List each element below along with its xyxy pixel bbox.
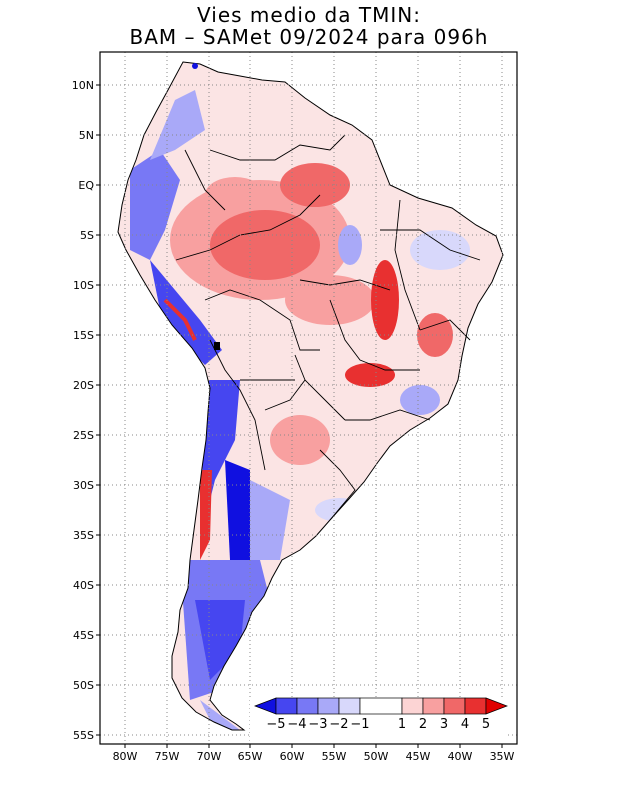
colorbar-cell bbox=[317, 697, 340, 715]
colorbar-label: 5 bbox=[482, 717, 490, 732]
lon-ticks bbox=[124, 744, 503, 748]
colorbar-cell bbox=[401, 697, 424, 715]
colorbar-label: −5 bbox=[266, 717, 285, 732]
lon-label: 50W bbox=[364, 750, 389, 763]
lon-label: 45W bbox=[406, 750, 431, 763]
lat-label: EQ bbox=[78, 179, 94, 192]
colorbar: −5 −4 −3 −2 −1 1 2 3 4 5 bbox=[250, 697, 508, 742]
colorbar-label: 4 bbox=[461, 717, 469, 732]
island-marker bbox=[192, 63, 198, 69]
colorbar-cell bbox=[338, 697, 361, 715]
lon-labels: 80W 75W 70W 65W 60W 55W 50W 45W 40W 35W bbox=[113, 750, 515, 763]
lat-label: 10S bbox=[73, 279, 94, 292]
colorbar-label: 2 bbox=[419, 717, 427, 732]
lat-ticks bbox=[96, 84, 100, 736]
lake-titicaca bbox=[214, 342, 220, 350]
colorbar-label: −3 bbox=[308, 717, 327, 732]
lon-label: 70W bbox=[197, 750, 222, 763]
map-frame bbox=[99, 51, 518, 745]
lon-label: 40W bbox=[448, 750, 473, 763]
colorbar-label: −4 bbox=[287, 717, 306, 732]
lat-label: 20S bbox=[73, 379, 94, 392]
map-title-line-2: BAM – SAMet 09/2024 para 096h bbox=[129, 25, 489, 49]
colorbar-cell bbox=[359, 697, 403, 715]
colorbar-cell bbox=[422, 697, 445, 715]
colorbar-cell bbox=[464, 697, 487, 715]
lat-label: 10N bbox=[72, 79, 94, 92]
colorbar-label: 1 bbox=[398, 717, 406, 732]
lat-label: 15S bbox=[73, 329, 94, 342]
colorbar-cell bbox=[485, 697, 508, 715]
colorbar-label: −2 bbox=[329, 717, 348, 732]
lat-label: 35S bbox=[73, 529, 94, 542]
colorbar-label: 3 bbox=[440, 717, 448, 732]
lat-label: 40S bbox=[73, 579, 94, 592]
lat-label: 25S bbox=[73, 429, 94, 442]
map-title-line-1: Vies medio da TMIN: bbox=[197, 3, 421, 27]
lon-label: 60W bbox=[280, 750, 305, 763]
lon-label: 65W bbox=[238, 750, 263, 763]
colorbar-cell bbox=[443, 697, 466, 715]
colorbar-cell bbox=[296, 697, 319, 715]
lat-labels: 10N 5N EQ 5S 10S 15S 20S 25S 30S 35S 40S… bbox=[72, 79, 95, 742]
lon-label: 75W bbox=[155, 750, 180, 763]
continent-coastline bbox=[117, 61, 504, 731]
lat-label: 30S bbox=[73, 479, 94, 492]
lon-label: 55W bbox=[322, 750, 347, 763]
colorbar-label: −1 bbox=[350, 717, 369, 732]
lon-label: 80W bbox=[113, 750, 138, 763]
lat-label: 5S bbox=[80, 229, 94, 242]
lat-label: 45S bbox=[73, 629, 94, 642]
lat-label: 5N bbox=[79, 129, 94, 142]
lon-label: 35W bbox=[490, 750, 515, 763]
colorbar-cell bbox=[275, 697, 298, 715]
lat-label: 55S bbox=[73, 729, 94, 742]
lat-label: 50S bbox=[73, 679, 94, 692]
